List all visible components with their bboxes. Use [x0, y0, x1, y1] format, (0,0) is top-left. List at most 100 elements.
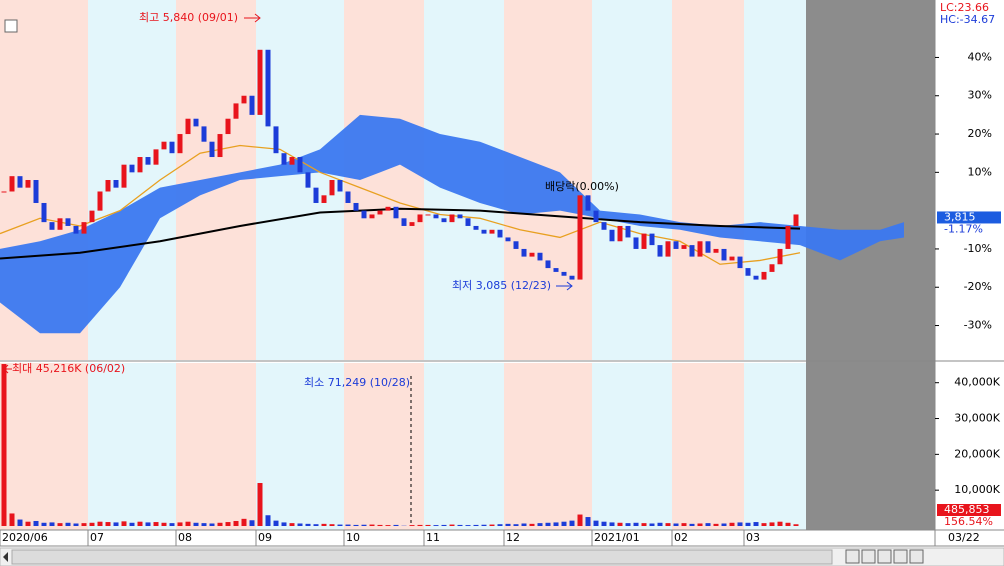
volume-box	[937, 504, 1001, 516]
x-tick-label: 10	[346, 531, 360, 544]
candle	[489, 229, 495, 234]
volume-bar	[609, 522, 615, 526]
volume-bar	[177, 522, 183, 526]
candle	[81, 222, 87, 234]
candle	[433, 214, 439, 219]
candle	[625, 225, 631, 238]
x-tick-label: 09	[258, 531, 272, 544]
volume-bar	[49, 522, 55, 526]
candle	[321, 195, 327, 203]
candle	[713, 248, 719, 253]
candle	[633, 237, 639, 249]
max-arrow	[3, 364, 12, 374]
month-band	[176, 363, 256, 530]
candle	[201, 126, 207, 142]
x-tick-label: 07	[90, 531, 104, 544]
candle	[665, 241, 671, 257]
candle	[785, 225, 791, 249]
candle	[377, 210, 383, 215]
volume-bar	[241, 518, 247, 526]
candle	[689, 245, 695, 257]
candle	[113, 180, 119, 188]
candle	[601, 222, 607, 230]
candle	[761, 271, 767, 280]
ichimoku-cloud	[0, 114, 904, 334]
month-band	[88, 363, 176, 530]
month-band	[504, 363, 592, 530]
candle	[289, 157, 295, 165]
y-tick-label: 40%	[968, 50, 992, 63]
price-label: 3,815	[944, 210, 976, 223]
candle	[193, 118, 199, 127]
lc-label: LC:23.66	[940, 1, 989, 14]
volume-bar	[761, 523, 767, 526]
volume-bar	[745, 522, 751, 526]
volume-bar	[737, 522, 743, 526]
volume-bar	[785, 522, 791, 526]
candle	[561, 271, 567, 276]
y-tick-label: 20%	[968, 127, 992, 140]
candle	[505, 237, 511, 242]
candle	[145, 157, 151, 165]
current-date: 03/22	[948, 531, 980, 544]
candle	[73, 225, 79, 234]
candle	[297, 157, 303, 173]
candle	[313, 187, 319, 203]
candle	[473, 225, 479, 230]
month-band	[672, 0, 744, 360]
candle	[425, 214, 431, 216]
volume-bar	[521, 523, 527, 526]
volume-bar	[473, 524, 479, 526]
scroll-left	[3, 552, 8, 562]
x-tick-label: 12	[506, 531, 520, 544]
moving-average	[0, 144, 801, 265]
volume-bar	[689, 523, 695, 526]
y-tick-label: 30,000K	[954, 412, 1000, 425]
candle	[49, 222, 55, 230]
candle	[673, 241, 679, 249]
volume-bar	[585, 517, 591, 526]
candle	[793, 214, 799, 226]
candle	[649, 233, 655, 246]
volume-bar	[257, 483, 263, 526]
candle	[57, 218, 63, 230]
candle	[705, 241, 711, 253]
y-tick-label: 40,000K	[954, 376, 1000, 389]
candle	[417, 214, 423, 223]
candle	[89, 210, 95, 223]
volume-bar	[681, 523, 687, 526]
volume-bar	[753, 522, 759, 526]
candle	[553, 268, 559, 272]
volume-bar	[129, 522, 135, 526]
candle	[537, 252, 543, 261]
candle	[233, 103, 239, 119]
volume-bar	[193, 522, 199, 526]
volume-bar	[673, 523, 679, 526]
volume-bar	[697, 523, 703, 526]
volume-bar	[217, 522, 223, 526]
volume-bar	[481, 524, 487, 526]
candle	[361, 210, 367, 219]
candle	[257, 49, 263, 115]
volume-bar	[57, 523, 63, 526]
volume-bar	[793, 524, 799, 526]
candle	[329, 180, 335, 196]
candle	[737, 256, 743, 269]
candle	[97, 191, 103, 211]
candle	[697, 241, 703, 257]
y-tick-label: -10%	[964, 242, 992, 255]
volume-bar	[169, 523, 175, 526]
volume-bar	[321, 523, 327, 526]
max-volume-label: 최대 45,216K (06/02)	[12, 362, 125, 375]
volume-bar	[153, 522, 159, 526]
candle	[393, 206, 399, 219]
volume-bar	[489, 524, 495, 526]
volume-bar	[465, 525, 471, 526]
toolbar-button	[909, 549, 924, 564]
volume-bar	[569, 520, 575, 526]
volume-bar	[457, 524, 463, 526]
candle	[153, 149, 159, 165]
toolbar-button	[845, 549, 860, 564]
candle	[481, 229, 487, 234]
volume-bar	[417, 524, 423, 526]
